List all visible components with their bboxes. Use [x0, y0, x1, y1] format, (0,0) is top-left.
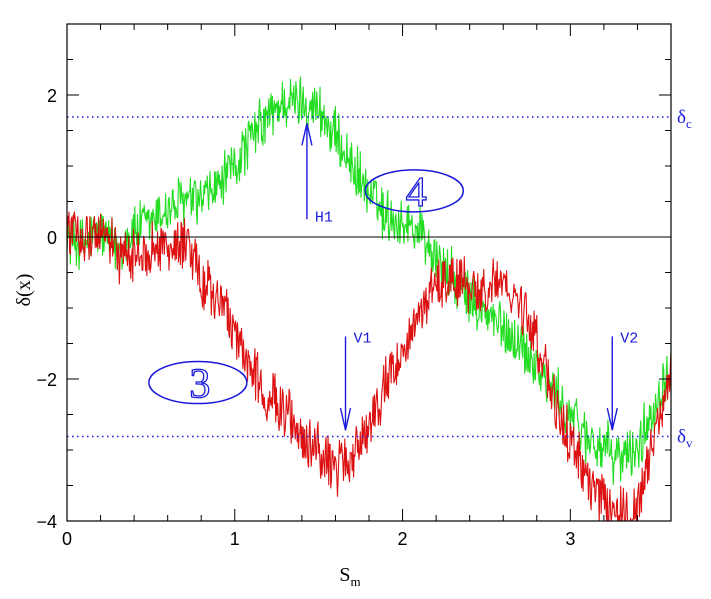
- x-tick-label: 1: [230, 529, 240, 549]
- threshold-label-v: δv: [677, 427, 693, 451]
- y-tick-label: 0: [47, 228, 57, 248]
- y-tick-label: 2: [47, 86, 57, 106]
- circled-label-3: 3: [189, 362, 210, 408]
- threshold-label-c: δc: [677, 107, 692, 131]
- series-group: [67, 76, 671, 521]
- y-tick-label: −4: [36, 512, 57, 532]
- y-axis-label: δ(x): [13, 274, 35, 307]
- y-tick-label: −2: [36, 370, 57, 390]
- annotation-label-V2: V2: [620, 330, 638, 347]
- x-tick-label: 3: [565, 529, 575, 549]
- threshold-label-sub: v: [686, 436, 693, 451]
- x-axis-label: Sm: [339, 564, 360, 589]
- series-line-red: [67, 211, 671, 521]
- annotation-label-H1: H1: [315, 209, 333, 226]
- threshold-label-main: δ: [677, 107, 686, 128]
- annotation-arrowhead-V2: [606, 407, 618, 431]
- threshold-label-main: δ: [677, 427, 686, 448]
- circled-label-ellipse-3: [148, 360, 248, 405]
- x-tick-label: 2: [398, 529, 408, 549]
- annotation-arrowhead-V1: [339, 407, 352, 431]
- x-tick-label: 0: [62, 529, 72, 549]
- x-axis-label-sub: m: [351, 574, 361, 589]
- circled-label-ellipse-4: [364, 169, 465, 213]
- x-axis-label-main: S: [339, 564, 350, 586]
- annotation-arrowhead-H1: [301, 123, 313, 146]
- annotation-label-V1: V1: [354, 330, 372, 347]
- threshold-label-sub: c: [686, 116, 692, 131]
- circled-label-4: 4: [406, 170, 427, 216]
